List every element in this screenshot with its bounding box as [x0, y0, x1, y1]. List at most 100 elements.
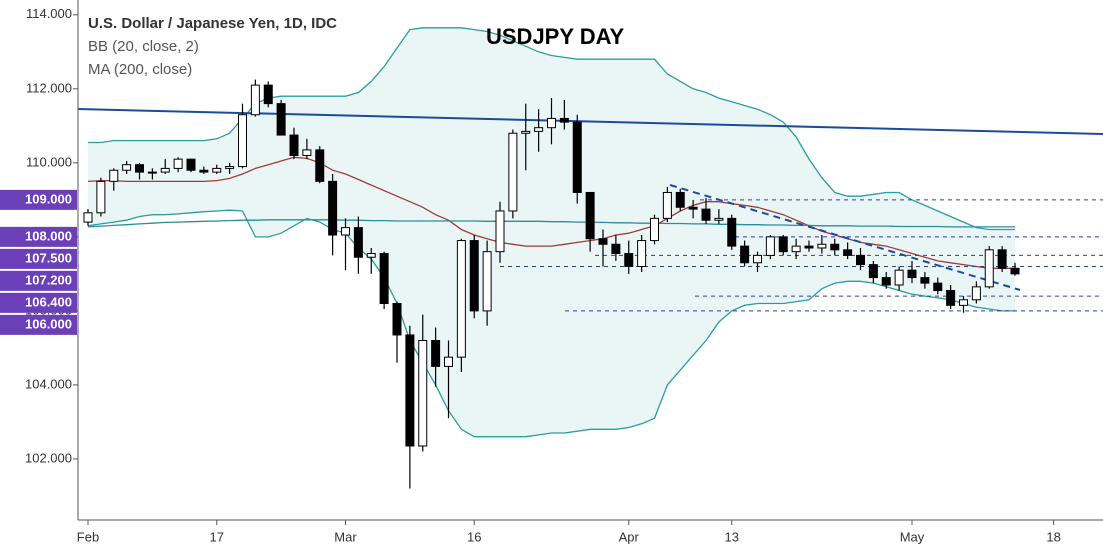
candle-body [418, 339, 428, 447]
candle-body [96, 180, 106, 214]
candle-body [920, 277, 930, 284]
candle-body [688, 206, 698, 210]
indicator-label: MA (200, close) [88, 61, 192, 78]
candle-body [392, 302, 402, 336]
price-label: 106.000 [25, 316, 72, 331]
candle-body [804, 245, 814, 249]
candle-body [276, 103, 286, 136]
x-tick-label: 13 [725, 529, 739, 544]
candle-body [727, 217, 737, 247]
candle-body [881, 277, 891, 286]
trendline-dashed [669, 184, 1021, 291]
candle-body [624, 253, 634, 267]
candle-body [984, 249, 994, 288]
x-tick-label: 17 [210, 529, 224, 544]
candle-body [495, 210, 505, 253]
candle-body [637, 240, 647, 267]
y-tick-label: 110.000 [26, 154, 72, 169]
candle-body [135, 164, 144, 173]
candle-body [83, 212, 93, 223]
x-tick-label: 16 [467, 529, 481, 544]
candle-body [534, 127, 544, 132]
x-tick-label: May [900, 529, 925, 544]
candle-body [431, 339, 441, 367]
candle-body [328, 180, 338, 236]
indicator-label: BB (20, close, 2) [88, 38, 199, 55]
candle-body [675, 191, 685, 208]
candle-body [714, 217, 724, 221]
candle-body [263, 84, 273, 105]
candle-body [109, 169, 119, 182]
price-label: 107.500 [25, 250, 72, 265]
candle-body [701, 208, 711, 221]
candle-body [997, 249, 1007, 269]
candle-body [160, 167, 170, 173]
candle-body [250, 84, 260, 116]
price-label-box [0, 226, 77, 247]
candle-body [122, 164, 132, 171]
x-tick-label: Feb [77, 529, 99, 544]
candle-body [456, 240, 466, 358]
candle-body [521, 130, 531, 134]
candle-body [238, 114, 247, 168]
candle-body [508, 132, 518, 212]
price-label-box [0, 270, 77, 291]
x-tick-label: Mar [334, 529, 357, 544]
x-tick-label: 18 [1046, 529, 1060, 544]
candle-body [598, 238, 608, 245]
candle-body [817, 243, 827, 249]
bb-lower [87, 209, 1015, 438]
price-label: 106.400 [25, 294, 72, 309]
price-label-box [0, 248, 77, 269]
candle-body [753, 254, 762, 264]
y-tick-label: 114.000 [26, 6, 72, 21]
price-label-box [0, 292, 77, 313]
candle-body [353, 227, 363, 258]
candle-body [547, 117, 556, 129]
candle-body [559, 117, 569, 123]
candle-body [225, 166, 235, 169]
price-label: 109.000 [25, 191, 72, 206]
candle-body [173, 158, 183, 169]
candle-body [405, 334, 415, 447]
price-label-box [0, 189, 77, 210]
candle-body [469, 240, 479, 312]
candle-body [843, 249, 853, 256]
candle-body [894, 269, 904, 286]
chart-title: USDJPY DAY [486, 24, 625, 49]
price-label: 108.000 [25, 228, 72, 243]
candle-body [971, 286, 981, 301]
candle-body [959, 299, 968, 306]
y-tick-label: 104.000 [25, 376, 72, 391]
candle-body [907, 269, 917, 279]
candle-body [830, 243, 840, 251]
candle-body [778, 236, 788, 253]
candle-body [572, 121, 582, 193]
ma-line [87, 219, 1015, 228]
candle-body [585, 191, 595, 240]
candle-body [856, 254, 865, 266]
candle-body [765, 236, 775, 256]
candle-body [650, 217, 659, 242]
candle-body [933, 282, 943, 292]
candle-body [315, 149, 325, 182]
trendline [77, 108, 1103, 135]
y-tick-label: 102.000 [25, 450, 72, 465]
candle-body [662, 191, 672, 219]
subtitle: U.S. Dollar / Japanese Yen, 1D, IDC [88, 15, 337, 32]
candle-body [1010, 267, 1020, 275]
candle-body [186, 158, 196, 171]
candle-body [946, 290, 956, 306]
band-fill [88, 27, 1015, 437]
price-label: 107.200 [25, 272, 72, 287]
candle-body [379, 253, 389, 304]
candle-body [740, 245, 750, 264]
candle-body [302, 149, 312, 156]
candle-body [366, 253, 376, 258]
candle-body [868, 264, 878, 279]
candle-body [341, 227, 350, 236]
price-label-box [0, 314, 77, 335]
candle-body [212, 167, 222, 173]
candle-body [791, 245, 801, 253]
